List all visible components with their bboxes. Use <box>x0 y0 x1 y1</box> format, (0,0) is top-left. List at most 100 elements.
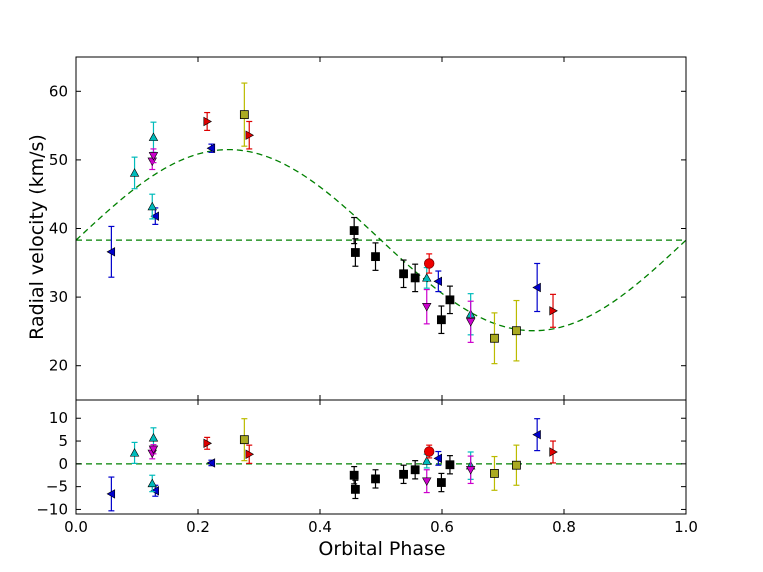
data-point <box>490 312 499 365</box>
data-point <box>465 300 476 343</box>
data-point <box>206 143 216 153</box>
marker-tri-up <box>422 273 432 282</box>
data-point <box>148 148 159 164</box>
marker-square <box>512 326 521 336</box>
marker-tri-up <box>422 456 432 465</box>
data-point <box>445 455 455 475</box>
marker-tri-up <box>129 168 140 177</box>
data-point <box>150 207 159 225</box>
top-panel: 20 30 40 50 60 <box>49 56 687 401</box>
data-point <box>147 474 157 493</box>
x-tick-label: 0.4 <box>308 518 332 536</box>
marker-square <box>436 315 446 325</box>
marker-tri-left <box>532 282 541 293</box>
marker-tri-up <box>148 433 159 442</box>
data-point <box>490 455 499 491</box>
data-point <box>512 299 521 362</box>
series-magenta-down-triangle <box>147 444 476 494</box>
y-tick-label: 5 <box>58 432 68 450</box>
marker-tri-down <box>465 318 476 327</box>
marker-tri-left <box>206 458 216 468</box>
marker-tri-up <box>147 478 157 488</box>
marker-tri-left <box>150 211 159 221</box>
marker-square <box>445 295 455 305</box>
y-tick-label: −5 <box>46 478 68 496</box>
marker-tri-left <box>532 429 541 440</box>
data-point <box>129 156 140 190</box>
marker-tri-right <box>203 116 212 127</box>
marker-tri-right <box>549 447 558 457</box>
marker-tri-right <box>245 130 255 140</box>
series-cyan-up-triangle <box>129 121 476 336</box>
series-red-circle <box>423 253 435 274</box>
data-point <box>423 444 435 459</box>
data-point <box>436 305 446 335</box>
data-point <box>410 460 420 480</box>
data-point <box>349 465 359 485</box>
y-tick-label: 60 <box>49 82 68 100</box>
marker-square <box>445 460 455 470</box>
marker-square <box>490 333 499 343</box>
y-tick-label: 20 <box>49 357 68 375</box>
axes-frame <box>75 399 687 515</box>
marker-square <box>350 248 360 257</box>
marker-circle <box>423 258 435 269</box>
marker-tri-left <box>433 453 443 464</box>
marker-tri-left <box>433 276 443 287</box>
marker-square <box>410 273 420 283</box>
x-tick-label: 0.0 <box>64 518 88 536</box>
series-yellow-square <box>239 418 521 491</box>
marker-tri-right <box>245 449 255 459</box>
marker-square <box>350 484 360 494</box>
data-point <box>245 120 255 150</box>
marker-tri-down <box>148 445 159 455</box>
data-point <box>206 458 216 468</box>
data-point <box>532 262 541 313</box>
marker-tri-left <box>150 486 159 496</box>
marker-tri-left <box>106 247 116 257</box>
marker-tri-up <box>147 201 157 211</box>
marker-tri-up <box>148 132 159 141</box>
data-point <box>148 121 159 153</box>
data-point <box>436 472 446 493</box>
series-black-square <box>349 455 455 500</box>
marker-square <box>349 226 359 235</box>
y-tick-label: 40 <box>49 220 68 238</box>
marker-square <box>490 469 499 478</box>
marker-square <box>239 435 249 445</box>
x-tick-label: 0.8 <box>552 518 576 536</box>
marker-tri-down <box>465 466 476 475</box>
data-point <box>549 293 558 328</box>
series-red-right-triangle <box>203 436 558 464</box>
series-red-circle <box>423 444 435 459</box>
data-point <box>422 469 432 494</box>
data-point <box>129 441 140 464</box>
y-tick-label: 0 <box>58 455 68 473</box>
marker-square <box>371 474 380 484</box>
marker-circle <box>423 446 435 457</box>
y-tick-label: −10 <box>36 500 68 518</box>
y-tick-label: 30 <box>49 288 68 306</box>
marker-square <box>371 252 380 262</box>
axes-frame <box>75 56 687 401</box>
x-tick-labels: 0.0 0.2 0.4 0.6 0.8 1.0 <box>64 518 698 536</box>
x-tick-label: 0.2 <box>186 518 210 536</box>
data-point <box>445 285 455 315</box>
residuals-panel: 10 5 0 −5 −10 <box>36 399 687 518</box>
data-point <box>350 479 360 500</box>
data-point <box>148 444 159 455</box>
marker-tri-right <box>203 438 212 449</box>
marker-tri-left <box>106 489 116 499</box>
x-tick-label: 0.6 <box>430 518 454 536</box>
data-point <box>203 111 212 132</box>
marker-tri-down <box>148 152 159 161</box>
x-axis-label: Orbital Phase <box>318 538 445 560</box>
data-point <box>422 288 432 325</box>
series-blue-left-triangle <box>106 143 541 313</box>
data-point <box>203 436 212 450</box>
marker-square <box>512 460 521 470</box>
marker-tri-down <box>422 303 432 312</box>
data-point <box>147 193 157 220</box>
data-point <box>239 82 249 147</box>
